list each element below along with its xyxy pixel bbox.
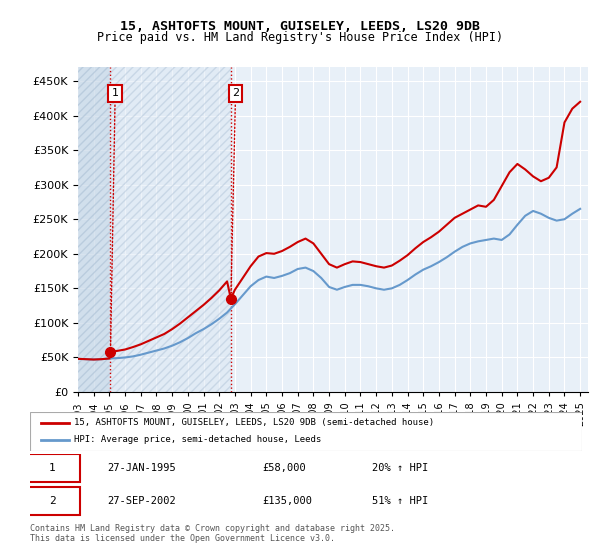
FancyBboxPatch shape (25, 487, 80, 515)
Text: HPI: Average price, semi-detached house, Leeds: HPI: Average price, semi-detached house,… (74, 435, 322, 444)
FancyBboxPatch shape (25, 454, 80, 482)
FancyBboxPatch shape (30, 412, 582, 451)
Text: 15, ASHTOFTS MOUNT, GUISELEY, LEEDS, LS20 9DB: 15, ASHTOFTS MOUNT, GUISELEY, LEEDS, LS2… (120, 20, 480, 32)
Text: 27-SEP-2002: 27-SEP-2002 (107, 496, 176, 506)
Bar (110, 67, 231, 392)
Text: £58,000: £58,000 (262, 463, 305, 473)
Text: 27-JAN-1995: 27-JAN-1995 (107, 463, 176, 473)
Text: 1: 1 (110, 88, 119, 349)
Text: £135,000: £135,000 (262, 496, 312, 506)
Bar (78, 67, 110, 392)
Text: 1: 1 (49, 463, 55, 473)
Text: 51% ↑ HPI: 51% ↑ HPI (372, 496, 428, 506)
Text: 2: 2 (231, 88, 239, 296)
Text: 20% ↑ HPI: 20% ↑ HPI (372, 463, 428, 473)
Text: 15, ASHTOFTS MOUNT, GUISELEY, LEEDS, LS20 9DB (semi-detached house): 15, ASHTOFTS MOUNT, GUISELEY, LEEDS, LS2… (74, 418, 434, 427)
Text: 2: 2 (49, 496, 55, 506)
Bar (78, 67, 110, 392)
Text: Price paid vs. HM Land Registry's House Price Index (HPI): Price paid vs. HM Land Registry's House … (97, 31, 503, 44)
Text: Contains HM Land Registry data © Crown copyright and database right 2025.
This d: Contains HM Land Registry data © Crown c… (30, 524, 395, 543)
